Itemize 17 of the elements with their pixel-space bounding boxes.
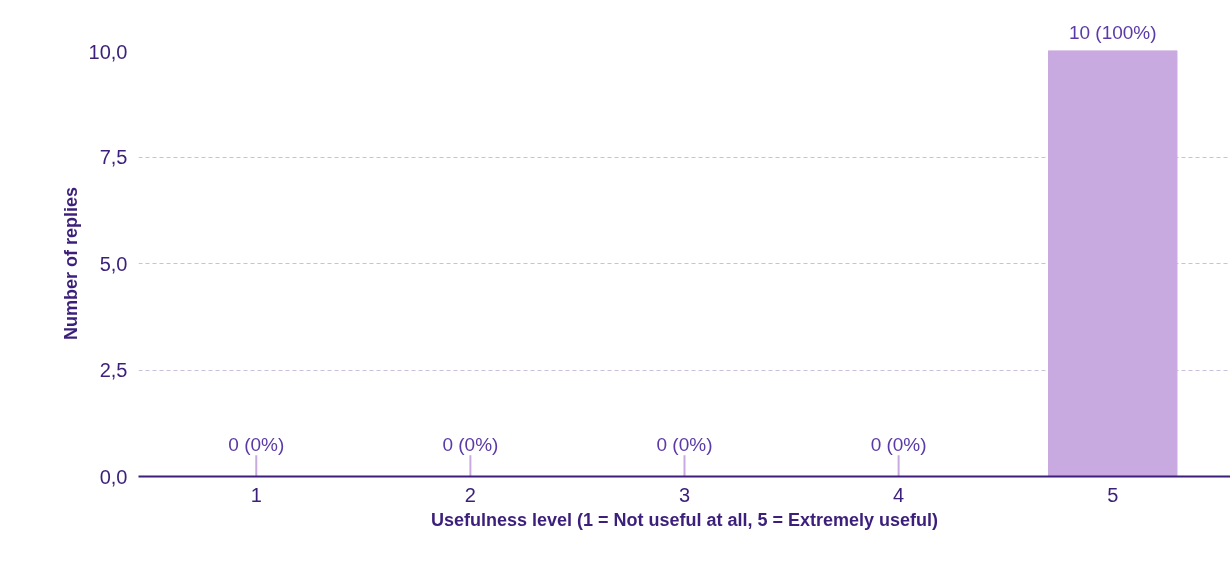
data-label: 10 (100%) <box>1068 21 1157 43</box>
data-label: 0 (0%) <box>442 433 499 455</box>
data-label: 0 (0%) <box>228 433 285 455</box>
x-tick-label: 5 <box>1107 483 1119 506</box>
data-label: 0 (0%) <box>870 433 927 455</box>
data-label: 0 (0%) <box>656 433 713 455</box>
y-tick-label: 5,0 <box>99 252 128 275</box>
y-axis-title: Number of replies <box>60 186 81 341</box>
x-tick-label: 2 <box>464 483 476 506</box>
y-tick-label: 7,5 <box>99 146 128 168</box>
x-tick-label: 3 <box>678 483 691 506</box>
x-axis-title: Usefulness level (1 = Not useful at all, 5 = Extremely useful) <box>430 509 939 530</box>
x-tick-label: 1 <box>250 483 262 506</box>
y-tick-label: 0,0 <box>99 465 128 488</box>
y-tick-label: 10,0 <box>88 40 128 63</box>
x-tick-label: 4 <box>893 483 905 506</box>
y-tick-label: 2,5 <box>99 359 128 381</box>
